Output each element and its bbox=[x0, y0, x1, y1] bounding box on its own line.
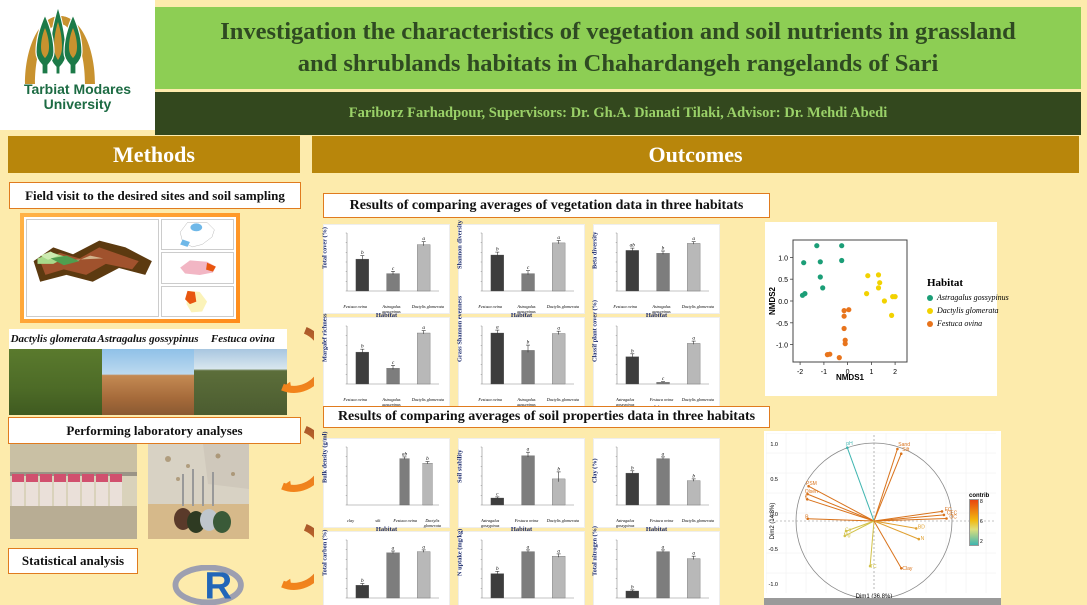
svg-text:b: b bbox=[631, 584, 634, 590]
svg-text:ab: ab bbox=[630, 243, 636, 249]
svg-text:-1.0: -1.0 bbox=[776, 343, 788, 350]
svg-text:Dim2 (14.3%): Dim2 (14.3%) bbox=[770, 503, 776, 540]
svg-text:N: N bbox=[921, 536, 925, 542]
svg-text:b: b bbox=[631, 465, 634, 471]
svg-text:BD: BD bbox=[918, 525, 925, 531]
svg-text:a: a bbox=[557, 548, 560, 554]
svg-text:-0.5: -0.5 bbox=[776, 321, 788, 328]
svg-text:b: b bbox=[496, 566, 499, 572]
svg-text:Ca: Ca bbox=[845, 528, 852, 534]
svg-text:b: b bbox=[496, 247, 499, 253]
svg-text:0.5: 0.5 bbox=[770, 477, 778, 483]
svg-text:b: b bbox=[692, 473, 695, 479]
svg-text:a: a bbox=[392, 546, 395, 552]
svg-text:a: a bbox=[527, 544, 530, 550]
svg-text:NMDS1: NMDS1 bbox=[836, 373, 865, 382]
svg-text:1: 1 bbox=[869, 369, 873, 376]
svg-text:-1: -1 bbox=[821, 369, 827, 376]
svg-text:b: b bbox=[631, 348, 634, 354]
svg-text:-0.5: -0.5 bbox=[769, 547, 778, 553]
svg-text:ab: ab bbox=[402, 451, 408, 457]
svg-text:a: a bbox=[557, 326, 560, 332]
svg-text:Silt: Silt bbox=[902, 447, 910, 453]
svg-text:b: b bbox=[557, 466, 560, 472]
svg-text:a: a bbox=[662, 544, 665, 550]
svg-text:-2: -2 bbox=[797, 369, 803, 376]
svg-text:NMDS2: NMDS2 bbox=[768, 286, 777, 315]
svg-text:pH: pH bbox=[846, 441, 853, 447]
svg-text:-1.0: -1.0 bbox=[769, 582, 778, 588]
svg-text:EC: EC bbox=[945, 507, 952, 513]
svg-text:TC: TC bbox=[870, 564, 877, 570]
svg-text:b: b bbox=[361, 578, 364, 584]
svg-text:b: b bbox=[426, 456, 429, 462]
svg-text:a: a bbox=[422, 236, 425, 242]
svg-text:a: a bbox=[422, 325, 425, 331]
svg-text:1.0: 1.0 bbox=[770, 442, 778, 448]
svg-text:a: a bbox=[692, 236, 695, 242]
svg-text:a: a bbox=[527, 447, 530, 453]
svg-text:a: a bbox=[496, 325, 499, 331]
svg-text:Clay: Clay bbox=[902, 566, 913, 572]
svg-text:a: a bbox=[692, 336, 695, 342]
svg-text:1.0: 1.0 bbox=[778, 255, 788, 262]
svg-text:2: 2 bbox=[893, 369, 897, 376]
svg-text:b: b bbox=[361, 250, 364, 256]
svg-text:b: b bbox=[662, 246, 665, 252]
svg-text:PSM: PSM bbox=[806, 481, 817, 487]
svg-text:0.0: 0.0 bbox=[778, 299, 788, 306]
svg-text:a: a bbox=[557, 235, 560, 241]
svg-text:b: b bbox=[527, 340, 530, 346]
svg-text:a: a bbox=[692, 551, 695, 557]
svg-text:a: a bbox=[422, 544, 425, 550]
svg-text:b: b bbox=[361, 344, 364, 350]
svg-text:0.5: 0.5 bbox=[778, 277, 788, 284]
svg-text:a: a bbox=[662, 451, 665, 457]
svg-text:R: R bbox=[205, 565, 233, 605]
